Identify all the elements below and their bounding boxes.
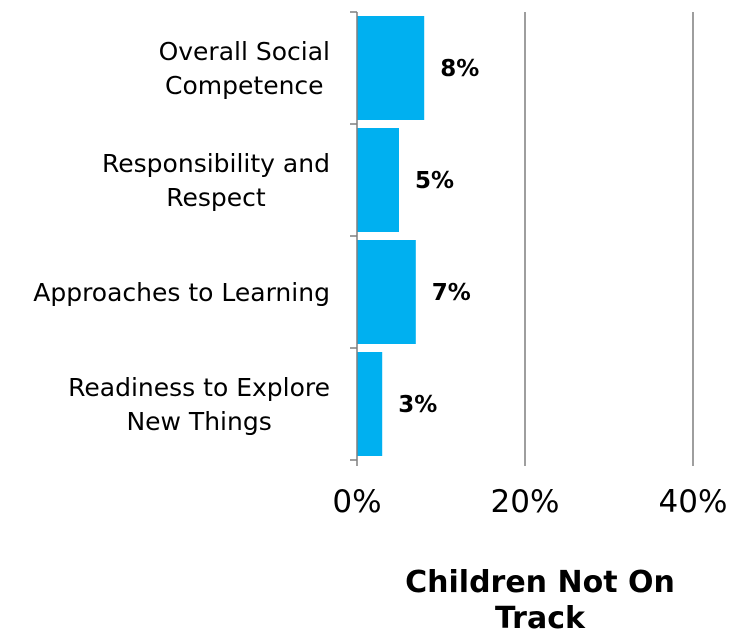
category-label-3: Readiness to Explore New Things [68,373,330,436]
category-label-1: Responsibility and Respect [102,149,330,212]
category-label-2: Approaches to Learning [33,278,330,307]
value-label-1: 5% [415,168,454,194]
category-label-0: Overall Social Competence [159,37,330,100]
x-tick-label-1: 20% [491,484,560,520]
value-label-2: 7% [432,280,471,306]
bar-3 [357,352,383,456]
value-label-0: 8% [440,56,479,82]
bar-1 [357,128,399,232]
labels: 8% Overall Social Competence 5% Responsibili… [33,37,727,520]
x-tick-label-2: 40% [659,484,728,520]
x-axis-title: Children Not On Track [405,565,675,632]
bar-2 [357,240,416,344]
bar-0 [357,16,425,120]
axes [350,11,694,466]
x-tick-label-0: 0% [332,484,381,520]
value-label-3: 3% [398,392,437,418]
gridlines [524,12,694,460]
bars [357,16,425,456]
